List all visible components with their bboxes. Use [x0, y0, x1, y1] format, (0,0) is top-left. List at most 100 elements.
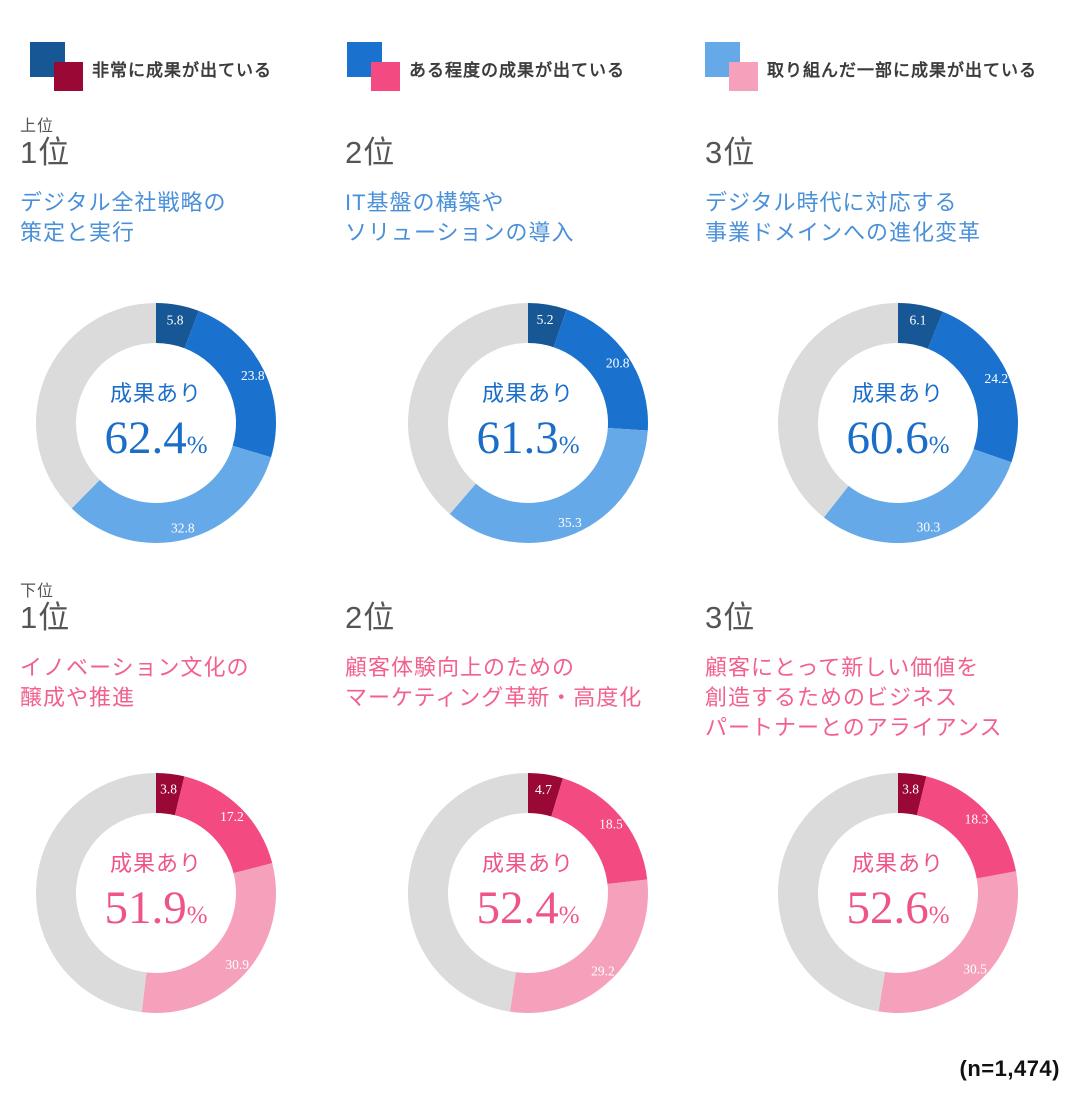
donut-segment	[71, 445, 272, 543]
donut-segment	[449, 428, 648, 544]
center-label: 成果あり	[482, 851, 574, 876]
donut-svg: 5.2 20.8 35.3 成果あり 61.3%	[407, 303, 648, 544]
chart-title: 顧客体験向上のための マーケティング革新・高度化	[345, 655, 643, 710]
legend-label: 非常に成果が出ている	[92, 61, 272, 80]
donut-rest-segment	[407, 773, 528, 1012]
segment-value-label: 6.1	[910, 313, 927, 328]
center-value: 52.4%	[476, 882, 579, 934]
donut-svg: 5.8 23.8 32.8 成果あり 62.4%	[35, 303, 276, 543]
center-label: 成果あり	[110, 851, 202, 876]
chart-cell-bottom-2: 2位 顧客体験向上のための マーケティング革新・高度化	[345, 577, 685, 713]
donut-rest-segment	[407, 303, 528, 515]
rank-label: 2位	[345, 135, 396, 170]
segment-value-label: 3.8	[160, 781, 177, 796]
donut-segment	[551, 778, 648, 884]
donut-segment	[509, 879, 648, 1013]
donut-chart-top-2: 5.2 20.8 35.3 成果あり 61.3%	[405, 300, 651, 546]
donut-segment	[916, 776, 1017, 879]
chart-title: デジタル全社戦略の 策定と実行	[20, 190, 227, 245]
donut-segment	[823, 449, 1012, 543]
center-label: 成果あり	[110, 381, 202, 406]
donut-svg: 6.1 24.2 30.3 成果あり 60.6%	[777, 303, 1018, 543]
donut-segment	[878, 871, 1018, 1013]
rank-label: 1位	[20, 135, 71, 170]
donut-chart-top-1: 5.8 23.8 32.8 成果あり 62.4%	[33, 300, 279, 546]
donut-segment	[553, 309, 648, 431]
donut-rest-segment	[777, 303, 898, 518]
chart-cell-top-2: 2位 IT基盤の構築や ソリューションの導入	[345, 112, 685, 248]
donut-chart-bottom-3: 3.8 18.3 30.5 成果あり 52.6%	[775, 770, 1021, 1016]
center-value: 62.4%	[104, 412, 207, 464]
segment-value-label: 4.7	[535, 782, 552, 797]
segment-value-label: 17.2	[220, 809, 244, 824]
chart-cell-bottom-1: 下位 1位 イノベーション文化の 醸成や推進	[20, 577, 360, 713]
chart-title: 顧客にとって新しい価値を 創造するためのビジネス パートナーとのアライアンス	[705, 655, 1003, 740]
center-label: 成果あり	[852, 851, 944, 876]
group-label: 上位	[20, 118, 55, 135]
chart-cell-bottom-3: 3位 顧客にとって新しい価値を 創造するためのビジネス パートナーとのアライアン…	[705, 577, 1045, 743]
rank-label: 3位	[705, 600, 756, 635]
segment-value-label: 18.3	[965, 812, 989, 827]
donut-svg: 4.7 18.5 29.2 成果あり 52.4%	[407, 773, 648, 1013]
donut-segment	[528, 773, 563, 817]
group-label	[705, 577, 1045, 599]
legend-label: 取り組んだ一部に成果が出ている	[767, 61, 1037, 80]
center-label: 成果あり	[482, 381, 574, 406]
pink-square-icon	[371, 62, 400, 91]
segment-value-label: 24.2	[984, 371, 1008, 386]
donut-segment	[141, 863, 276, 1013]
donut-chart-top-3: 6.1 24.2 30.3 成果あり 60.6%	[775, 300, 1021, 546]
segment-value-label: 3.8	[902, 781, 919, 796]
segment-value-label: 5.8	[167, 312, 184, 327]
chart-title: イノベーション文化の 醸成や推進	[20, 655, 250, 710]
donut-chart-bottom-1: 3.8 17.2 30.9 成果あり 51.9%	[33, 770, 279, 1016]
donut-segment	[898, 773, 927, 816]
segment-value-label: 30.9	[225, 957, 249, 972]
legend-label: ある程度の成果が出ている	[409, 61, 625, 80]
donut-segment	[898, 303, 943, 349]
rank-label: 3位	[705, 135, 756, 170]
center-value: 51.9%	[104, 882, 207, 934]
segment-value-label: 32.8	[171, 520, 195, 535]
legend-item-some-results: ある程度の成果が出ている	[345, 40, 625, 96]
donut-rest-segment	[35, 773, 156, 1013]
segment-value-label: 30.3	[917, 519, 941, 534]
center-value: 61.3%	[476, 412, 579, 464]
sample-size-note: (n=1,474)	[959, 1056, 1060, 1081]
donut-segment	[156, 303, 199, 349]
segment-value-label: 5.2	[537, 312, 554, 327]
group-label: 下位	[20, 583, 55, 600]
segment-value-label: 18.5	[599, 817, 623, 832]
legend-item-strong-results: 非常に成果が出ている	[28, 40, 272, 96]
group-label	[345, 112, 685, 134]
segment-value-label: 20.8	[606, 356, 630, 371]
donut-segment	[528, 303, 567, 348]
legend-swatch-strong	[28, 40, 84, 96]
chart-title: デジタル時代に対応する 事業ドメインへの進化変革	[705, 190, 982, 245]
donut-rest-segment	[777, 773, 898, 1012]
group-label	[705, 112, 1045, 134]
group-label	[345, 577, 685, 599]
rank-label: 1位	[20, 600, 71, 635]
donut-svg: 3.8 18.3 30.5 成果あり 52.6%	[777, 773, 1018, 1013]
legend-swatch-partial	[703, 40, 759, 96]
chart-cell-top-1: 上位 1位 デジタル全社戦略の 策定と実行	[20, 112, 360, 248]
rank-label: 2位	[345, 600, 396, 635]
light-pink-square-icon	[729, 62, 758, 91]
legend-swatch-some	[345, 40, 401, 96]
segment-value-label: 23.8	[241, 368, 265, 383]
donut-chart-bottom-2: 4.7 18.5 29.2 成果あり 52.4%	[405, 770, 651, 1016]
donut-segment	[174, 776, 273, 874]
donut-segment	[184, 310, 276, 458]
legend-item-partial-results: 取り組んだ一部に成果が出ている	[703, 40, 1037, 96]
donut-svg: 3.8 17.2 30.9 成果あり 51.9%	[35, 773, 276, 1013]
segment-value-label: 29.2	[591, 964, 615, 979]
donut-segment	[156, 773, 185, 816]
segment-value-label: 35.3	[558, 515, 582, 530]
center-value: 52.6%	[846, 882, 949, 934]
center-label: 成果あり	[852, 381, 944, 406]
donut-rest-segment	[35, 303, 156, 509]
dark-red-square-icon	[54, 62, 83, 91]
chart-cell-top-3: 3位 デジタル時代に対応する 事業ドメインへの進化変革	[705, 112, 1045, 248]
